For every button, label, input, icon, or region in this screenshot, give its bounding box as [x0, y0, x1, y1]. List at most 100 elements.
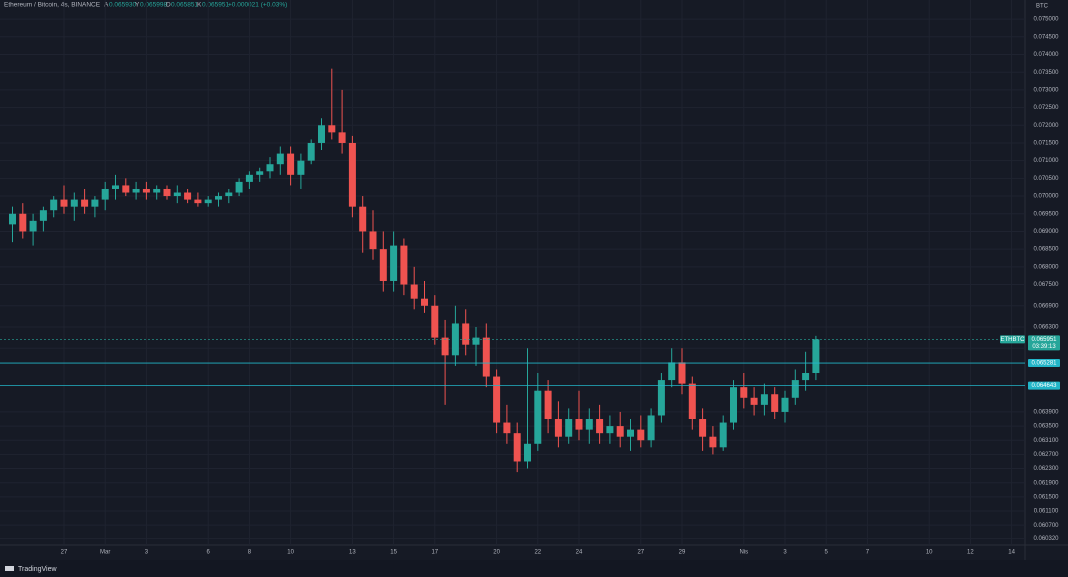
candle-body	[482, 337, 490, 377]
candle-body	[60, 199, 68, 207]
candle-body	[462, 323, 470, 345]
candle-body	[493, 376, 501, 423]
y-tick-label: 0.070500	[1033, 176, 1059, 182]
y-tick-label: 0.061900	[1033, 480, 1059, 486]
candle-body	[369, 231, 377, 250]
x-tick-label: 10	[926, 550, 933, 556]
candle-body	[348, 142, 356, 207]
candle-body	[730, 387, 737, 423]
y-tick-label: 0.062300	[1033, 466, 1059, 472]
candle-body	[410, 284, 418, 299]
candle-body	[554, 419, 562, 437]
y-tick-label: 0.068000	[1033, 264, 1059, 270]
candle-body	[400, 245, 408, 285]
candle-body	[204, 199, 212, 204]
x-tick-label: 10	[287, 550, 294, 556]
candle-body	[142, 188, 150, 193]
stat-key: Y	[135, 2, 140, 9]
y-tick-label: 0.061100	[1034, 509, 1059, 515]
candle-body	[390, 245, 398, 281]
candle-body	[544, 390, 552, 420]
x-tick-label: 24	[576, 550, 583, 556]
watermark: TradingView	[18, 566, 57, 573]
candle-body	[91, 199, 99, 207]
candle-body	[225, 192, 233, 197]
x-tick-label: 22	[534, 550, 541, 556]
stat-value: 0.065930	[109, 2, 136, 9]
change: +0.000021 (+0.03%)	[228, 2, 287, 9]
candle-body	[709, 436, 717, 448]
candle-body	[287, 153, 295, 175]
x-tick-label: 29	[679, 550, 686, 556]
stat-value: 0.065951	[202, 2, 229, 9]
candle-body	[235, 181, 243, 193]
candle-body	[719, 422, 727, 448]
x-tick-label: 15	[390, 550, 397, 556]
x-tick-label: Nis	[739, 550, 748, 556]
symbol-title: Ethereum / Bitcoin, 4s, BINANCE	[4, 2, 101, 9]
candle-body	[297, 160, 305, 175]
symbol-tag	[1000, 335, 1025, 344]
candle-body	[266, 164, 274, 172]
candle-body	[215, 196, 222, 200]
candle-body	[503, 422, 511, 434]
candle-body	[194, 199, 202, 204]
last-price-label: 0.065951	[1031, 337, 1057, 343]
x-tick-label: Mar	[100, 550, 110, 556]
candle-body	[606, 426, 614, 434]
stat-value: 0.065998	[140, 2, 167, 9]
y-tick-label: 0.069000	[1033, 229, 1059, 235]
x-tick-label: 17	[431, 550, 438, 556]
candle-body	[153, 188, 161, 193]
y-tick-label: 0.063500	[1033, 424, 1059, 430]
y-tick-label: 0.066900	[1033, 303, 1059, 309]
y-tick-label: 0.060700	[1033, 523, 1059, 529]
y-tick-label: 0.067500	[1033, 282, 1059, 288]
candle-body	[637, 429, 645, 441]
logo-icon	[5, 566, 14, 571]
price-tag	[1028, 381, 1060, 390]
axis-unit: BTC	[1036, 4, 1049, 10]
candle-body	[781, 397, 789, 412]
candle-body	[534, 390, 542, 444]
y-tick-label: 0.075000	[1033, 17, 1059, 23]
candle-body	[451, 323, 459, 356]
stat-key: K	[197, 2, 202, 9]
y-tick-label: 0.063100	[1033, 438, 1059, 444]
x-tick-label: 3	[145, 550, 149, 556]
candle-body	[328, 125, 336, 133]
y-tick-label: 0.073000	[1033, 87, 1059, 93]
x-tick-label: 8	[248, 550, 252, 556]
y-tick-label: 0.062700	[1033, 452, 1059, 458]
candle-body	[678, 362, 686, 384]
candle-body	[657, 380, 665, 416]
y-tick-label: 0.068500	[1033, 247, 1059, 253]
candle-body	[50, 199, 58, 211]
candle-body	[668, 362, 676, 381]
countdown: 03:39:13	[1032, 344, 1056, 350]
candle-body	[812, 339, 820, 374]
last-price-tag	[1028, 335, 1060, 351]
candle-body	[184, 192, 192, 200]
candle-body	[791, 380, 799, 398]
candle-body	[441, 337, 449, 356]
candle-body	[132, 188, 140, 193]
candle-body	[585, 419, 593, 430]
candle-body	[647, 415, 655, 441]
y-tick-label: 0.060320	[1033, 536, 1059, 542]
y-tick-label: 0.061500	[1033, 494, 1059, 500]
candle-body	[70, 199, 78, 207]
candle-body	[760, 394, 768, 405]
candle-body	[596, 419, 604, 434]
y-tick-label: 0.069500	[1033, 211, 1059, 217]
candle-body	[379, 249, 387, 281]
y-tick-label: 0.063900	[1033, 410, 1059, 416]
candle-body	[81, 199, 89, 207]
x-tick-label: 27	[637, 550, 644, 556]
candle-body	[173, 192, 181, 197]
candle-body	[307, 142, 315, 161]
footer	[0, 560, 1068, 577]
x-tick-label: 5	[825, 550, 829, 556]
x-tick-label: 3	[783, 550, 787, 556]
candle-body	[627, 429, 634, 437]
